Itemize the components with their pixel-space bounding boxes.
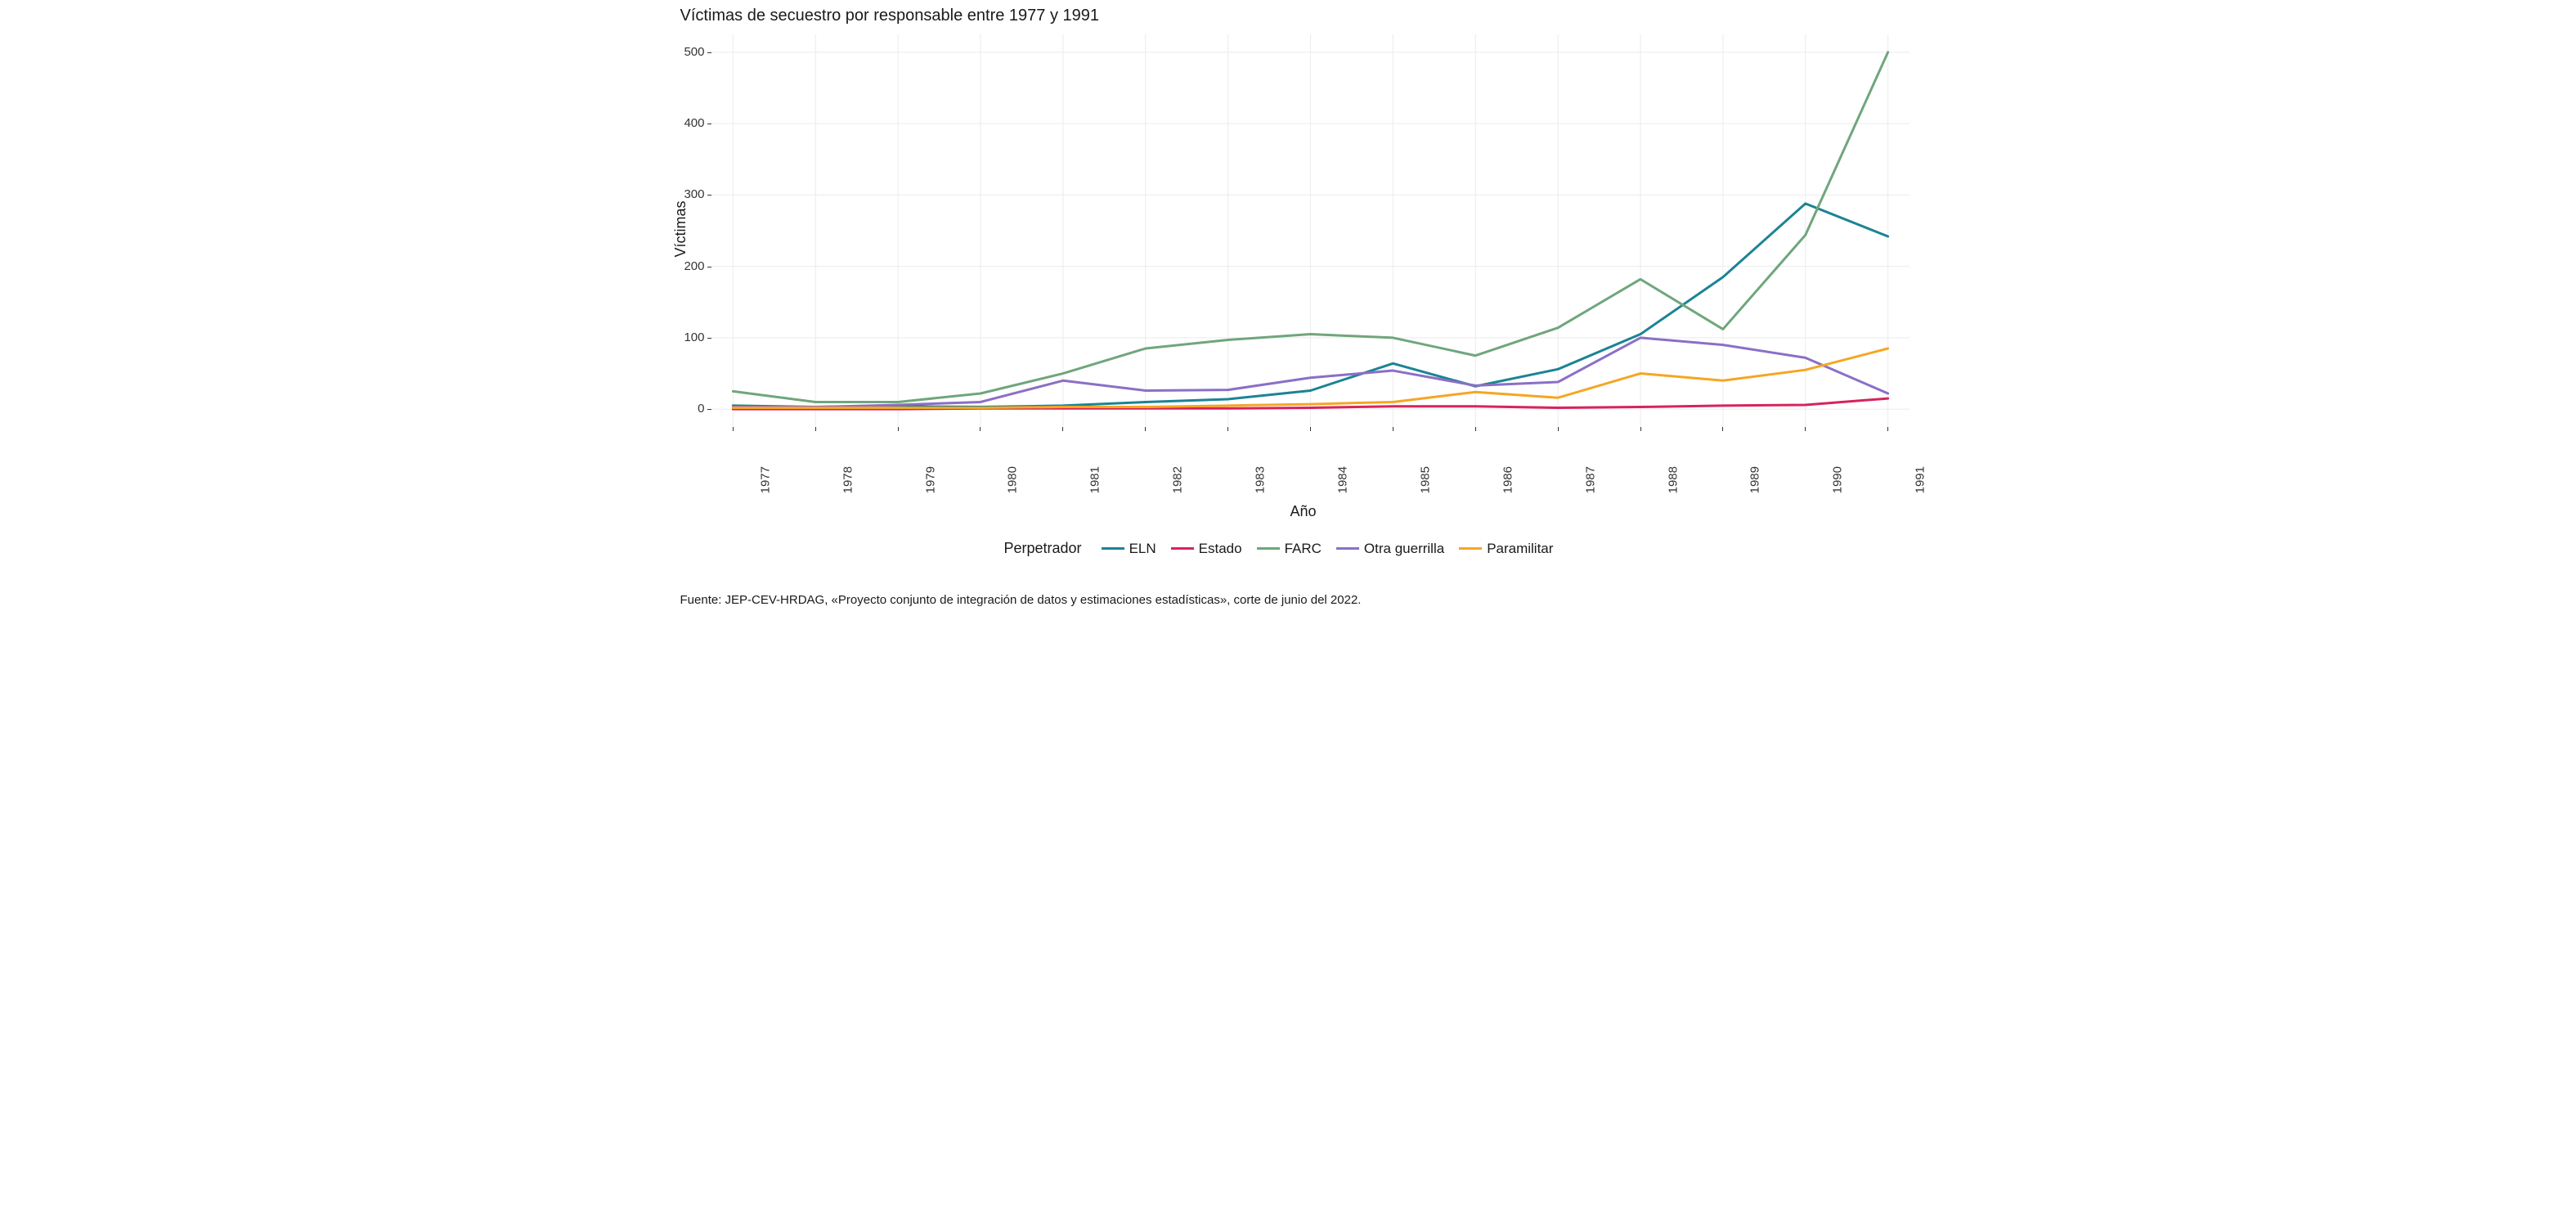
legend-label: Paramilitar xyxy=(1487,541,1553,557)
x-tick xyxy=(898,427,899,431)
legend-swatch xyxy=(1102,547,1124,550)
legend-swatch xyxy=(1336,547,1359,550)
y-tick-label: 100 xyxy=(672,330,705,344)
x-tick xyxy=(815,427,816,431)
x-tick-label: 1979 xyxy=(923,466,937,493)
x-tick-label: 1982 xyxy=(1171,466,1185,493)
y-tick-label: 300 xyxy=(672,187,705,201)
x-tick-label: 1986 xyxy=(1501,466,1515,493)
y-tick xyxy=(707,338,711,339)
x-tick xyxy=(1887,427,1888,431)
x-tick-label: 1978 xyxy=(841,466,855,493)
x-tick xyxy=(1640,427,1641,431)
x-tick xyxy=(1558,427,1559,431)
source-caption: Fuente: JEP-CEV-HRDAG, «Proyecto conjunt… xyxy=(680,593,1362,607)
x-tick xyxy=(1310,427,1311,431)
x-tick-label: 1990 xyxy=(1831,466,1845,493)
legend: Perpetrador ELN Estado FARC Otra guerrilla P… xyxy=(1004,540,1554,557)
legend-swatch xyxy=(1171,547,1194,550)
x-tick xyxy=(733,427,734,431)
legend-label: Estado xyxy=(1199,541,1242,557)
x-axis-title: Año xyxy=(1290,503,1317,520)
legend-title: Perpetrador xyxy=(1004,540,1082,557)
plot-area xyxy=(711,34,1910,427)
y-tick xyxy=(707,52,711,53)
x-tick-label: 1989 xyxy=(1748,466,1762,493)
legend-item: ELN xyxy=(1102,541,1156,557)
x-tick-label: 1985 xyxy=(1418,466,1432,493)
y-axis-title: Víctimas xyxy=(672,200,689,257)
legend-label: Otra guerrilla xyxy=(1364,541,1444,557)
x-tick-label: 1984 xyxy=(1335,466,1349,493)
y-tick-label: 0 xyxy=(672,402,705,416)
y-tick xyxy=(707,409,711,410)
legend-label: ELN xyxy=(1129,541,1156,557)
x-tick-label: 1988 xyxy=(1666,466,1680,493)
x-tick xyxy=(1805,427,1806,431)
legend-item: Estado xyxy=(1171,541,1242,557)
chart-title: Víctimas de secuestro por responsable en… xyxy=(680,7,1100,25)
legend-item: Paramilitar xyxy=(1459,541,1553,557)
y-tick-label: 200 xyxy=(672,259,705,273)
x-tick xyxy=(1227,427,1228,431)
legend-item: Otra guerrilla xyxy=(1336,541,1444,557)
x-tick-label: 1983 xyxy=(1253,466,1267,493)
y-tick xyxy=(707,195,711,196)
y-tick-label: 500 xyxy=(672,45,705,59)
y-tick-label: 400 xyxy=(672,116,705,130)
legend-item: FARC xyxy=(1257,541,1322,557)
x-tick xyxy=(1145,427,1146,431)
x-tick-label: 1987 xyxy=(1583,466,1597,493)
legend-swatch xyxy=(1459,547,1482,550)
x-tick xyxy=(980,427,981,431)
x-tick xyxy=(1062,427,1063,431)
x-tick-label: 1980 xyxy=(1006,466,1020,493)
x-tick xyxy=(1722,427,1723,431)
legend-swatch xyxy=(1257,547,1280,550)
x-tick-label: 1977 xyxy=(758,466,772,493)
x-tick xyxy=(1475,427,1476,431)
x-tick-label: 1981 xyxy=(1088,466,1102,493)
legend-label: FARC xyxy=(1285,541,1322,557)
chart-container: Víctimas de secuestro por responsable en… xyxy=(644,0,1932,614)
x-tick-label: 1991 xyxy=(1914,466,1928,493)
